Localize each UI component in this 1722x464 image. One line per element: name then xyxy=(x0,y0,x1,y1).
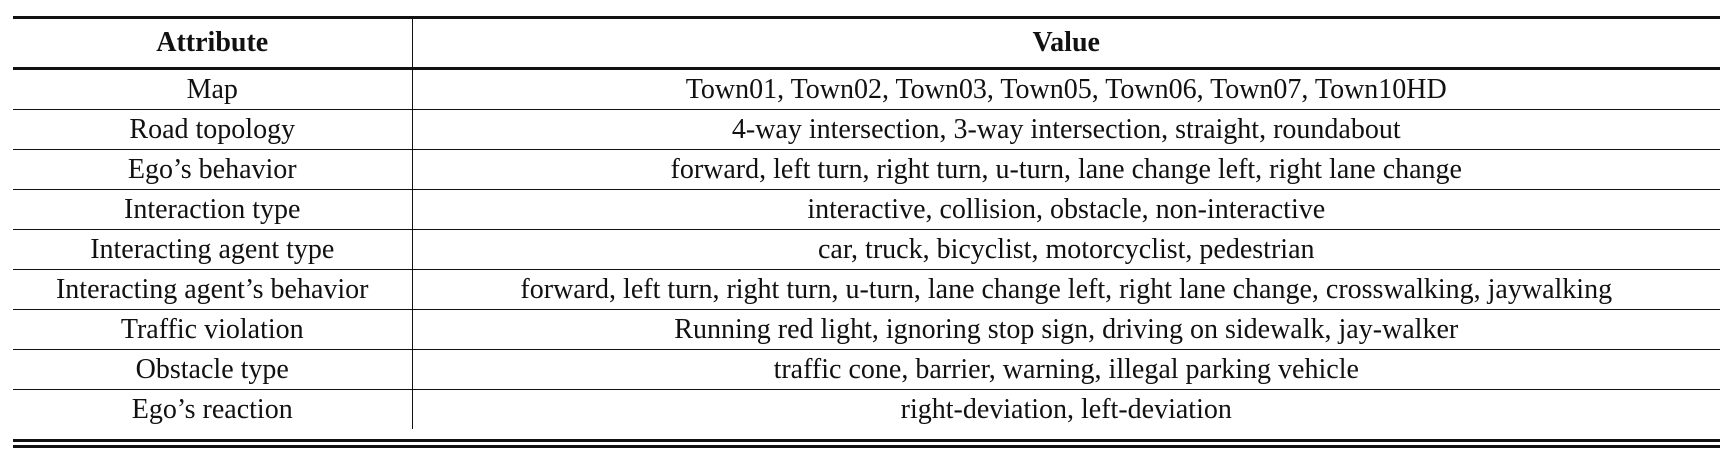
table-row: Ego’s reaction right-deviation, left-dev… xyxy=(13,389,1720,429)
value-cell: right-deviation, left-deviation xyxy=(900,394,1232,425)
header-attribute: Attribute xyxy=(13,19,413,70)
value-cell: interactive, collision, obstacle, non-in… xyxy=(412,189,1720,230)
value-cell: Running red light, ignoring stop sign, d… xyxy=(412,309,1720,350)
attribute-cell: Interaction type xyxy=(13,189,413,230)
table-row: Map Town01, Town02, Town03, Town05, Town… xyxy=(13,68,1720,110)
table-row: Obstacle type traffic cone, barrier, war… xyxy=(13,349,1720,390)
attribute-cell: Traffic violation xyxy=(13,309,413,350)
table-header-row: Attribute Value xyxy=(13,19,1720,70)
header-value: Value xyxy=(412,19,1720,70)
table-row: Road topology 4-way intersection, 3-way … xyxy=(13,109,1720,150)
value-cell: forward, left turn, right turn, u-turn, … xyxy=(412,269,1720,310)
attribute-cell: Ego’s behavior xyxy=(13,149,413,190)
table-row: Traffic violation Running red light, ign… xyxy=(13,309,1720,350)
attribute-cell: Road topology xyxy=(13,109,413,150)
table-grid: Attribute Value Map Town01, Town02, Town… xyxy=(13,19,1720,429)
attribute-table: Attribute Value Map Town01, Town02, Town… xyxy=(13,16,1720,448)
attribute-cell: Interacting agent type xyxy=(13,229,413,270)
attribute-cell: Interacting agent’s behavior xyxy=(13,269,413,310)
table-top-rule xyxy=(13,16,1720,19)
value-cell: forward, left turn, right turn, u-turn, … xyxy=(412,149,1720,190)
value-cell: 4-way intersection, 3-way intersection, … xyxy=(412,109,1720,150)
table-row: Interaction type interactive, collision,… xyxy=(13,189,1720,230)
table-row: Ego’s behavior forward, left turn, right… xyxy=(13,149,1720,190)
table-row: Interacting agent’s behavior forward, le… xyxy=(13,269,1720,310)
table-bottom-double-rule xyxy=(13,439,1720,448)
attribute-cell: Obstacle type xyxy=(13,349,413,390)
value-cell: Town01, Town02, Town03, Town05, Town06, … xyxy=(412,68,1720,110)
attribute-cell: Ego’s reaction xyxy=(13,389,413,429)
value-cell: car, truck, bicyclist, motorcyclist, ped… xyxy=(412,229,1720,270)
attribute-cell: Map xyxy=(13,68,413,110)
value-cell: traffic cone, barrier, warning, illegal … xyxy=(412,349,1720,390)
table-row: Interacting agent type car, truck, bicyc… xyxy=(13,229,1720,270)
